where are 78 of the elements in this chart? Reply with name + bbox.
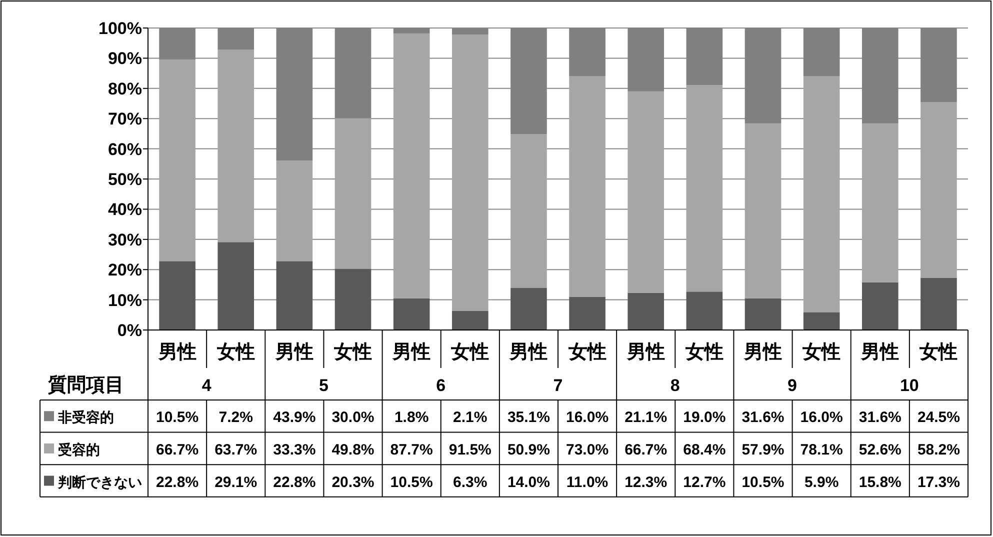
- y-tick-label: 20%: [108, 260, 142, 280]
- x-tick-label: 男性: [626, 342, 665, 363]
- data-label: 68.4%: [683, 441, 726, 458]
- x-tick-label: 男性: [274, 342, 314, 363]
- text: 7: [553, 376, 563, 395]
- data-label: 12.3%: [624, 474, 668, 491]
- y-tick-label: 30%: [108, 230, 142, 250]
- text: 10: [900, 376, 919, 395]
- data-label: 19.0%: [683, 409, 726, 426]
- legend-label: 判断できない: [57, 474, 142, 490]
- data-label: 2.1%: [453, 409, 488, 426]
- data-label: 15.8%: [858, 474, 902, 491]
- text: 5: [318, 376, 328, 395]
- x-tick-label: 男性: [508, 342, 548, 363]
- legend-label: 受容的: [57, 441, 100, 458]
- data-label: 20.3%: [332, 474, 374, 491]
- data-label: 78.1%: [800, 441, 843, 458]
- data-label: 66.7%: [624, 441, 668, 458]
- x-tick-label: 男性: [392, 342, 431, 363]
- y-tick-label: 70%: [108, 110, 142, 129]
- data-label: 10.5%: [742, 474, 784, 491]
- data-label: 16.0%: [566, 409, 609, 426]
- data-label: 12.7%: [683, 474, 726, 491]
- y-tick-label: 0%: [117, 321, 142, 340]
- x-tick-label: 女性: [802, 342, 841, 363]
- data-label: 22.8%: [273, 474, 316, 491]
- data-label: 63.7%: [214, 441, 258, 458]
- text: 4: [202, 376, 212, 395]
- data-label: 57.9%: [742, 441, 784, 458]
- y-tick-label: 90%: [108, 49, 142, 68]
- text: 6: [436, 376, 446, 395]
- data-label: 91.5%: [448, 441, 492, 458]
- data-label: 43.9%: [273, 409, 316, 426]
- data-label: 29.1%: [214, 474, 258, 491]
- data-label: 6.3%: [453, 474, 488, 491]
- y-tick-label: 50%: [108, 170, 142, 189]
- data-label: 11.0%: [566, 474, 608, 491]
- data-label: 31.6%: [742, 409, 784, 426]
- data-label: 50.9%: [507, 441, 550, 458]
- data-label: 35.1%: [507, 409, 550, 426]
- data-label: 52.6%: [858, 441, 902, 458]
- text: 質問項目: [47, 374, 124, 396]
- x-tick-label: 男性: [743, 342, 782, 363]
- y-tick-label: 60%: [108, 140, 142, 159]
- data-label: 30.0%: [332, 409, 374, 426]
- data-label: 66.7%: [156, 441, 199, 458]
- data-label: 7.2%: [218, 409, 253, 426]
- x-tick-label: 女性: [684, 342, 724, 363]
- y-tick-label: 40%: [108, 200, 142, 220]
- y-tick-label: 100%: [98, 19, 142, 38]
- data-label: 5.9%: [804, 474, 839, 491]
- x-tick-label: 女性: [216, 342, 255, 363]
- x-tick-label: 女性: [918, 342, 958, 363]
- x-tick-label: 男性: [860, 342, 900, 363]
- x-tick-label: 女性: [567, 342, 606, 363]
- data-label: 31.6%: [858, 409, 902, 426]
- data-label: 14.0%: [507, 474, 550, 491]
- data-label: 58.2%: [917, 441, 960, 458]
- text: 8: [670, 376, 680, 395]
- x-tick-label: 女性: [450, 342, 490, 363]
- data-label: 16.0%: [800, 409, 843, 426]
- data-label: 49.8%: [332, 441, 374, 458]
- data-label: 87.7%: [390, 441, 433, 458]
- x-tick-label: 女性: [333, 342, 372, 363]
- data-label: 33.3%: [273, 441, 316, 458]
- text: 9: [788, 376, 798, 395]
- data-label: 10.5%: [156, 409, 199, 426]
- data-label: 73.0%: [566, 441, 609, 458]
- data-label: 24.5%: [917, 409, 960, 426]
- data-label: 1.8%: [394, 409, 429, 426]
- data-label: 17.3%: [917, 474, 960, 491]
- x-tick-label: 男性: [157, 342, 196, 363]
- legend-label: 非受容的: [57, 409, 114, 426]
- data-label: 21.1%: [624, 409, 668, 426]
- y-tick-label: 10%: [108, 290, 142, 310]
- data-label: 10.5%: [390, 474, 433, 491]
- data-label: 22.8%: [156, 474, 199, 491]
- y-tick-label: 80%: [108, 79, 142, 98]
